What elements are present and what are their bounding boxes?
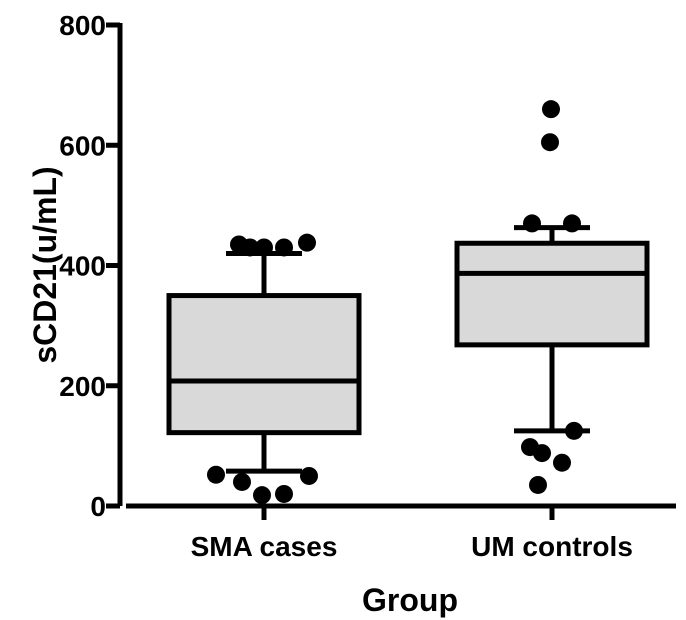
- boxes-layer: [166, 100, 650, 505]
- outlier-point: [298, 233, 316, 252]
- outlier-point: [563, 214, 581, 233]
- outlier-point: [275, 484, 293, 503]
- outlier-point: [533, 444, 551, 463]
- x-tick-label: SMA cases: [191, 531, 338, 562]
- outlier-point: [275, 238, 293, 257]
- outlier-point: [529, 475, 547, 494]
- box-group: [166, 250, 362, 474]
- y-tick-label: 0: [90, 491, 106, 522]
- outlier-point: [300, 466, 318, 485]
- y-tick-label: 200: [59, 371, 106, 402]
- x-axis-title: Group: [362, 582, 458, 618]
- box-iqr: [166, 293, 362, 436]
- y-tick-label: 800: [59, 10, 106, 41]
- y-axis-title: sCD21(u/mL): [27, 166, 63, 363]
- outlier-point: [253, 486, 271, 505]
- x-tick-label: UM controls: [471, 531, 633, 562]
- outlier-point: [553, 453, 571, 472]
- outlier-point: [542, 100, 560, 119]
- box-iqr: [454, 240, 650, 348]
- y-tick-label: 600: [59, 130, 106, 161]
- outlier-point: [255, 238, 273, 257]
- y-tick-label: 400: [59, 251, 106, 282]
- outlier-point: [233, 472, 251, 491]
- box-group: [454, 225, 650, 434]
- outlier-point: [565, 421, 583, 440]
- outlier-point: [241, 238, 259, 257]
- outlier-point: [523, 214, 541, 233]
- axes: 0 200 400 600 800 SMA cases UM controls: [59, 10, 676, 562]
- outlier-point: [207, 465, 225, 484]
- outlier-point: [541, 133, 559, 152]
